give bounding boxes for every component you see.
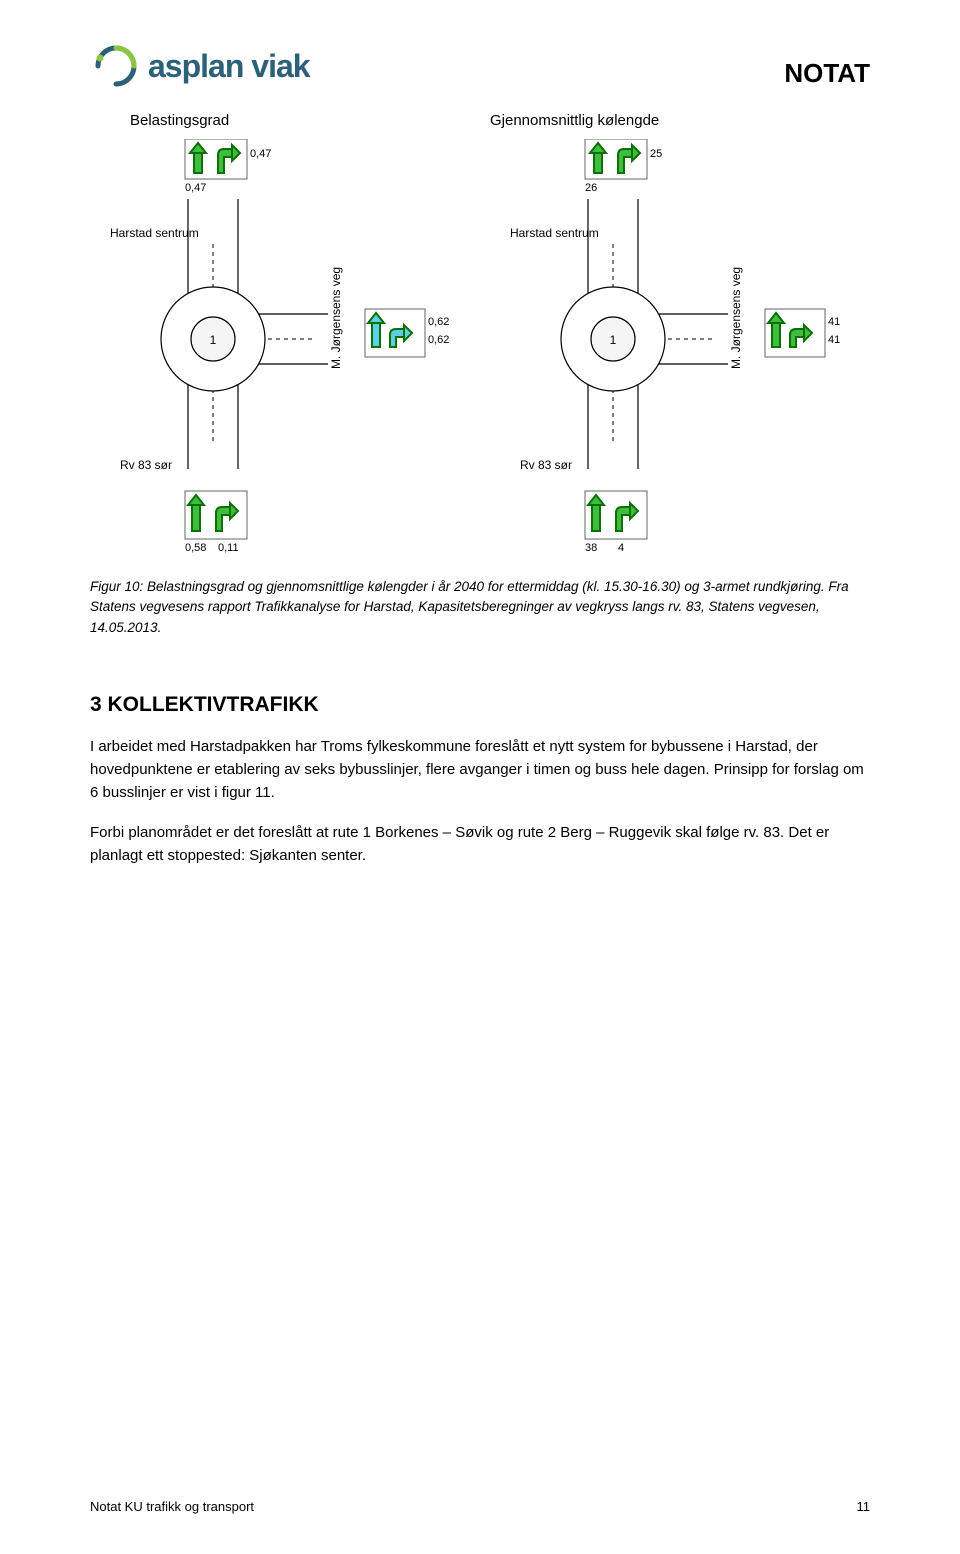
top-turn-val: 25 — [650, 148, 662, 160]
south-road-label: Rv 83 sør — [520, 458, 572, 472]
east-road-label: M. Jørgensens veg — [729, 267, 743, 369]
figure-caption: Figur 10: Belastningsgrad og gjennomsnit… — [90, 577, 870, 638]
south-box — [185, 491, 247, 539]
south-up-val: 38 — [585, 542, 597, 554]
east-turn-val: 0,62 — [428, 334, 449, 346]
east-road-label: M. Jørgensens veg — [329, 267, 343, 369]
top-up-val: 26 — [585, 182, 597, 194]
east-box: 41 41 — [765, 309, 840, 357]
east-up-val: 41 — [828, 316, 840, 328]
south-turn-val: 0,11 — [218, 542, 239, 554]
south-box — [585, 491, 647, 539]
diagram-column-headers: Belastingsgrad Gjennomsnittlig kølengde — [130, 112, 870, 129]
logo-mark-icon — [90, 40, 142, 92]
col-header-right: Gjennomsnittlig kølengde — [490, 112, 659, 129]
north-road-label: Harstad sentrum — [510, 226, 599, 240]
south-turn-val: 4 — [618, 542, 624, 554]
diagram-right: 25 26 Harstad sentrum 1 M. Jørgensens ve… — [490, 139, 860, 559]
center-val: 1 — [610, 333, 617, 347]
footer-page-number: 11 — [857, 1499, 871, 1514]
diagrams-row: 0,47 0,47 Harstad sentrum — [90, 139, 870, 559]
roundabout-left-svg: 0,47 0,47 Harstad sentrum — [90, 139, 460, 559]
logo-text: asplan viak — [148, 48, 310, 85]
top-box: 25 — [585, 139, 662, 179]
notat-label: NOTAT — [784, 58, 870, 89]
north-road-label: Harstad sentrum — [110, 226, 199, 240]
top-box: 0,47 — [185, 139, 271, 179]
south-up-val: 0,58 — [185, 542, 206, 554]
section-para2: Forbi planområdet er det foreslått at ru… — [90, 821, 870, 868]
top-up-val: 0,47 — [185, 182, 206, 194]
section-heading: 3 KOLLEKTIVTRAFIKK — [90, 693, 870, 717]
logo: asplan viak — [90, 40, 310, 92]
east-box: 0,62 0,62 — [365, 309, 449, 357]
roundabout-right-svg: 25 26 Harstad sentrum 1 M. Jørgensens ve… — [490, 139, 860, 559]
east-turn-val: 41 — [828, 334, 840, 346]
page-footer: Notat KU trafikk og transport 11 — [90, 1499, 870, 1514]
section-para1: I arbeidet med Harstadpakken har Troms f… — [90, 735, 870, 805]
east-up-val: 0,62 — [428, 316, 449, 328]
center-val: 1 — [210, 333, 217, 347]
footer-left: Notat KU trafikk og transport — [90, 1499, 254, 1514]
col-header-left: Belastingsgrad — [130, 112, 490, 129]
page-header: asplan viak NOTAT — [90, 40, 870, 92]
south-road-label: Rv 83 sør — [120, 458, 172, 472]
top-turn-val: 0,47 — [250, 148, 271, 160]
diagram-left: 0,47 0,47 Harstad sentrum — [90, 139, 460, 559]
